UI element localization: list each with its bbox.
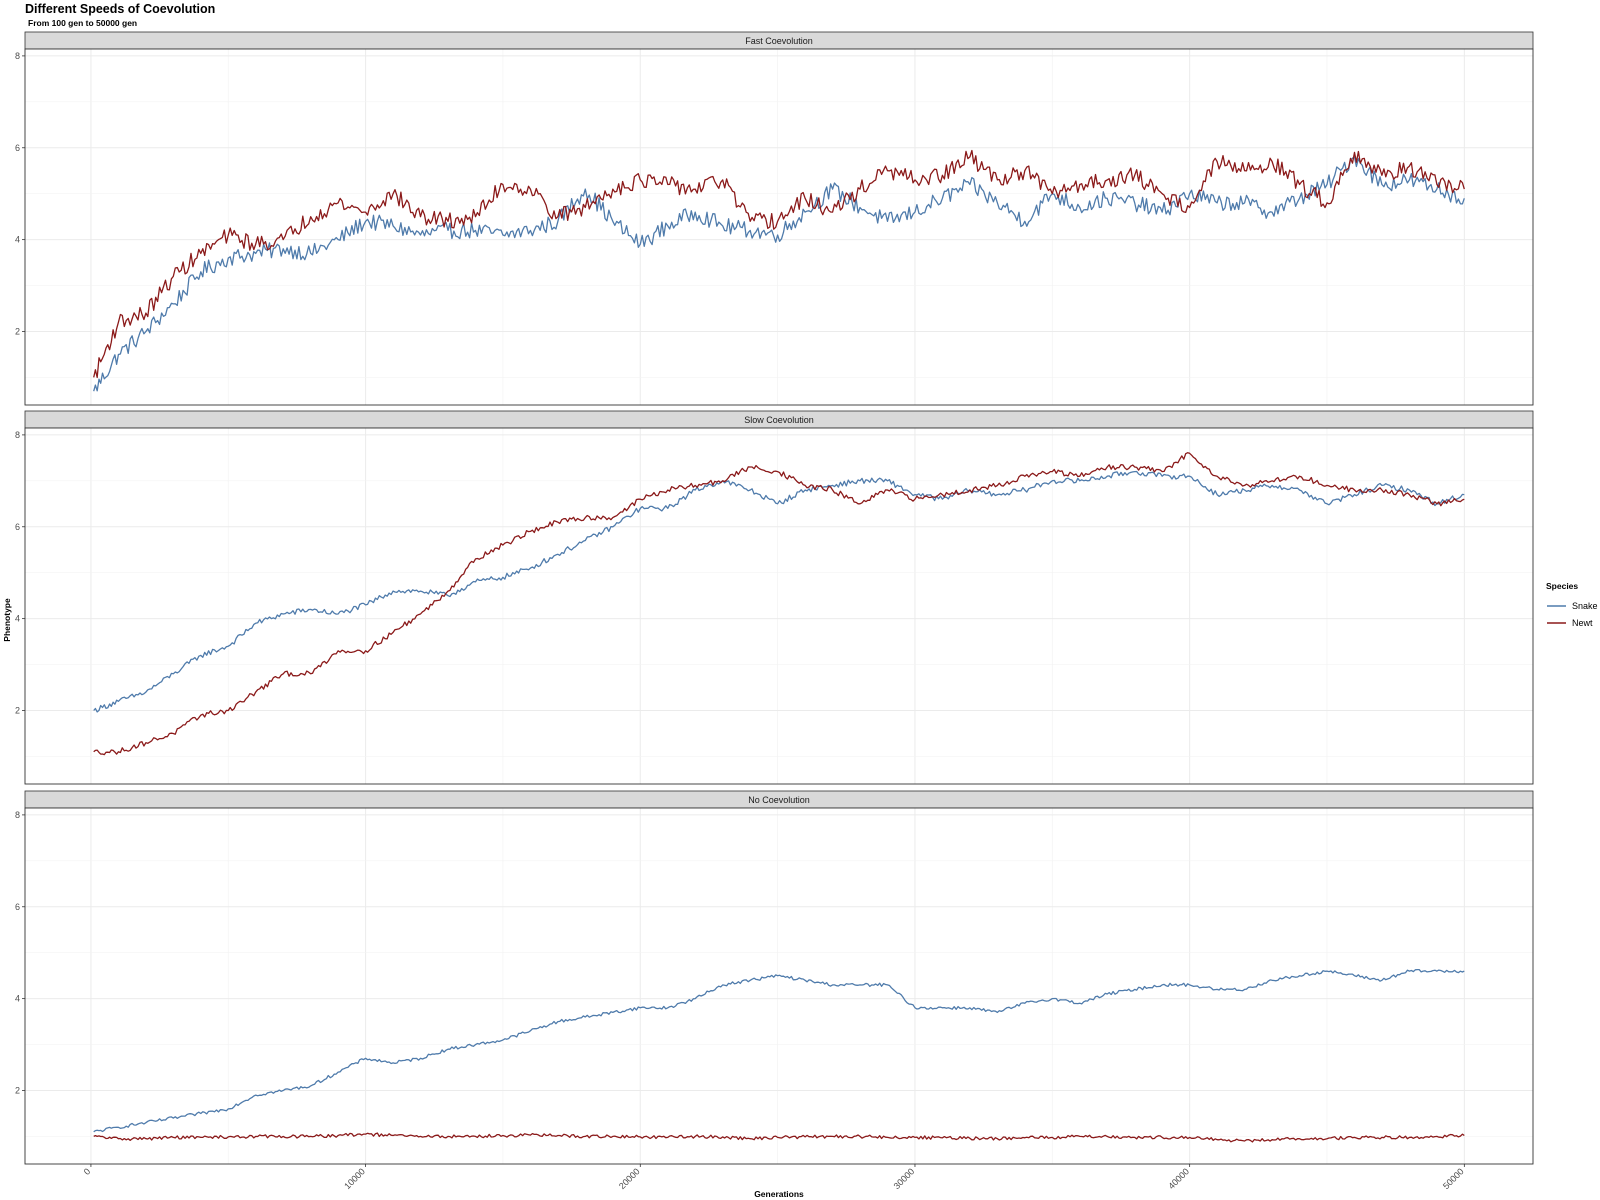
legend: Species Snake Newt (1546, 581, 1598, 628)
panel-border (24, 48, 1534, 406)
series-line-snake (93, 470, 1465, 713)
gridlines (25, 808, 1533, 1164)
panel-border (24, 427, 1534, 785)
legend-label-newt: Newt (1572, 618, 1593, 628)
panel-fast-coevolution: Fast Coevolution 2 4 6 8 (15, 31, 1534, 406)
facet-strip-label: Slow Coevolution (744, 415, 814, 425)
legend-label-snake: Snake (1572, 601, 1598, 611)
chart-subtitle: From 100 gen to 50000 gen (28, 18, 137, 28)
y-tick-label: 2 (15, 706, 20, 716)
panel-background (25, 428, 1533, 784)
y-tick-label: 4 (15, 614, 20, 624)
gridlines (25, 49, 1533, 405)
series-line-newt (93, 452, 1465, 756)
y-tick-label: 8 (15, 51, 20, 61)
x-axis-title: Generations (754, 1189, 804, 1199)
y-tick-label: 8 (15, 430, 20, 440)
panel-background (25, 49, 1533, 405)
x-tick-label: 0 (82, 1166, 93, 1177)
panel-background (25, 808, 1533, 1164)
y-tick-label: 4 (15, 235, 20, 245)
gridlines (25, 428, 1533, 784)
y-tick-label: 4 (15, 994, 20, 1004)
series-line-snake (93, 156, 1465, 392)
panel-slow-coevolution: Slow Coevolution 2 4 6 8 (15, 410, 1534, 785)
y-tick-label: 6 (15, 522, 20, 532)
legend-title: Species (1546, 581, 1578, 591)
series-line-snake (93, 968, 1465, 1133)
y-tick-label: 2 (15, 1086, 20, 1096)
y-tick-label: 6 (15, 143, 20, 153)
panels: Fast Coevolution 2 4 6 8 Slow Coevolution 2 4 6 8… (15, 31, 1534, 1165)
panel-border (24, 807, 1534, 1165)
y-tick-label: 8 (15, 810, 20, 820)
y-tick-label: 2 (15, 327, 20, 337)
y-tick-label: 6 (15, 902, 20, 912)
series-line-newt (93, 1132, 1465, 1143)
facet-strip-label: No Coevolution (748, 795, 810, 805)
series-line-newt (93, 149, 1465, 379)
chart-title: Different Speeds of Coevolution (25, 2, 215, 16)
panel-no-coevolution: No Coevolution 2 4 6 8 (15, 790, 1534, 1165)
y-axis-title: Phenotype (2, 598, 12, 642)
facet-strip-label: Fast Coevolution (745, 36, 813, 46)
